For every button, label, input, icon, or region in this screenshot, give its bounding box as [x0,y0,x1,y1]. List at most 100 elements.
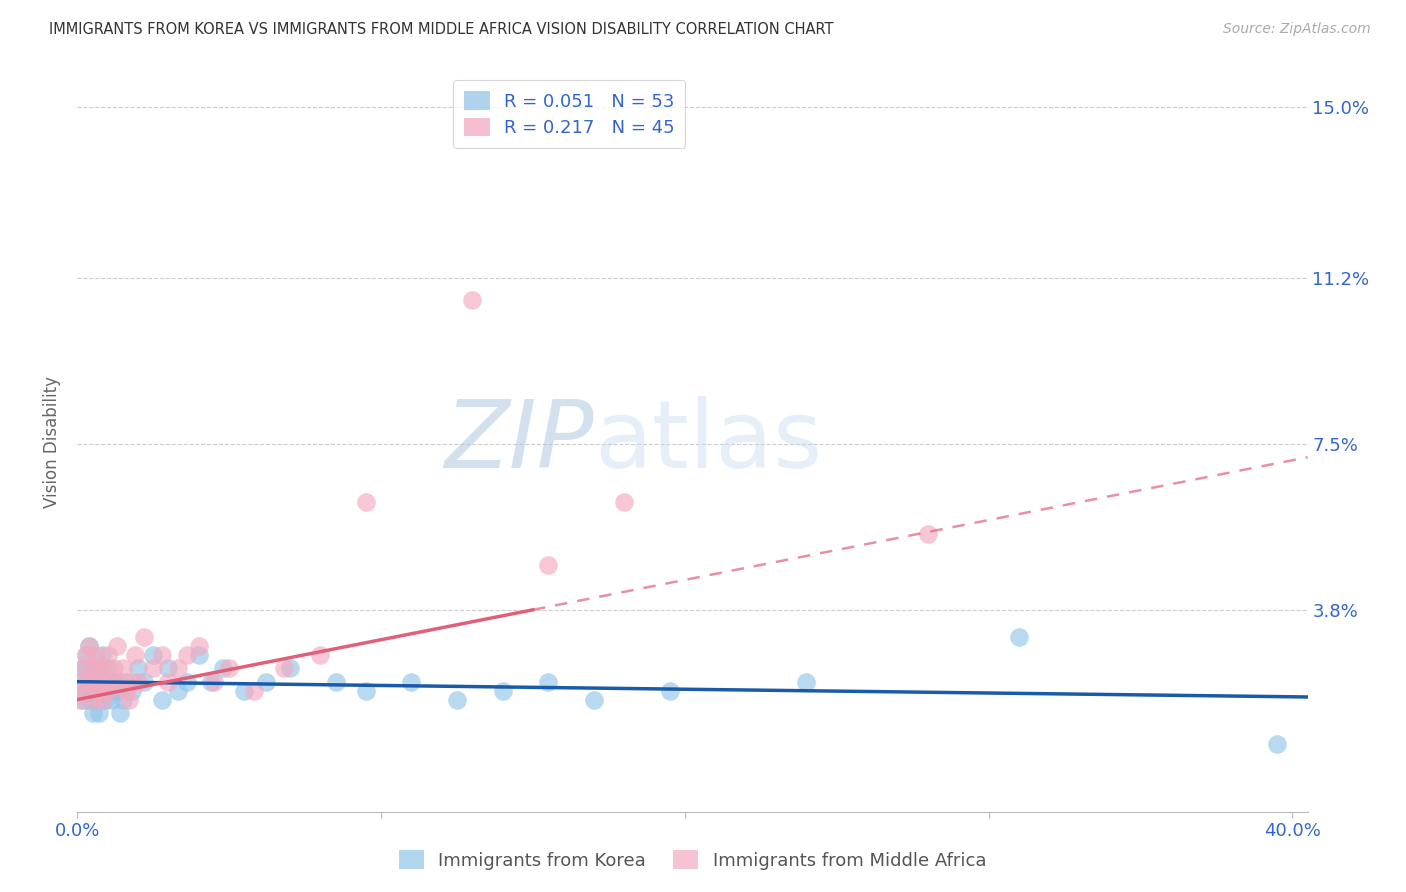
Point [121,674,143,689]
Point [1265,738,1288,752]
Legend: Immigrants from Korea, Immigrants from Middle Africa: Immigrants from Korea, Immigrants from M… [391,843,994,877]
Point [150,648,173,662]
Point [87,683,110,698]
Point [111,692,134,706]
Point [84,674,107,689]
Point [354,495,377,509]
Point [93,692,115,706]
Point [90,674,112,689]
Point [124,648,146,662]
Point [87,661,110,675]
Point [79,674,101,689]
Point [166,661,188,675]
Point [212,661,235,675]
Point [218,661,240,675]
Point [537,558,560,572]
Point [82,661,104,675]
Point [97,648,120,662]
Point [142,661,165,675]
Point [75,661,97,675]
Point [401,674,423,689]
Point [75,648,97,662]
Point [157,661,180,675]
Point [75,648,97,662]
Point [105,683,128,698]
Point [75,683,97,698]
Point [82,706,104,720]
Point [325,674,347,689]
Point [72,692,94,706]
Point [108,674,131,689]
Point [134,630,156,644]
Point [103,674,125,689]
Point [242,683,264,698]
Point [82,661,104,675]
Point [72,661,94,675]
Point [127,661,149,675]
Point [200,674,222,689]
Point [273,661,295,675]
Point [93,674,115,689]
Point [176,674,198,689]
Point [97,661,120,675]
Point [100,674,122,689]
Point [134,674,156,689]
Point [115,674,138,689]
Text: IMMIGRANTS FROM KOREA VS IMMIGRANTS FROM MIDDLE AFRICA VISION DISABILITY CORRELA: IMMIGRANTS FROM KOREA VS IMMIGRANTS FROM… [49,22,834,37]
Point [97,683,120,698]
Point [90,683,112,698]
Point [187,648,209,662]
Point [87,706,110,720]
Point [115,683,138,698]
Point [150,692,173,706]
Text: Source: ZipAtlas.com: Source: ZipAtlas.com [1223,22,1371,37]
Point [658,683,681,698]
Point [72,674,94,689]
Point [69,692,91,706]
Point [118,692,141,706]
Y-axis label: Vision Disability: Vision Disability [44,376,62,508]
Point [202,674,225,689]
Point [233,683,256,698]
Point [103,661,125,675]
Point [613,495,636,509]
Point [157,674,180,689]
Point [108,706,131,720]
Point [142,648,165,662]
Text: ZIP: ZIP [444,396,595,487]
Point [111,661,134,675]
Point [79,692,101,706]
Point [354,683,377,698]
Point [82,683,104,698]
Point [127,674,149,689]
Point [796,674,818,689]
Point [176,648,198,662]
Point [90,692,112,706]
Point [97,683,120,698]
Point [79,639,101,653]
Point [917,526,939,541]
Point [72,661,94,675]
Point [100,692,122,706]
Text: atlas: atlas [595,395,823,488]
Point [84,674,107,689]
Point [446,692,468,706]
Point [254,674,277,689]
Point [1008,630,1031,644]
Point [79,674,101,689]
Point [90,648,112,662]
Point [309,648,332,662]
Point [582,692,605,706]
Point [461,293,484,308]
Point [166,683,188,698]
Point [69,674,91,689]
Point [84,692,107,706]
Point [278,661,301,675]
Point [75,683,97,698]
Point [491,683,513,698]
Point [87,661,110,675]
Point [93,661,115,675]
Point [105,639,128,653]
Point [187,639,209,653]
Point [121,683,143,698]
